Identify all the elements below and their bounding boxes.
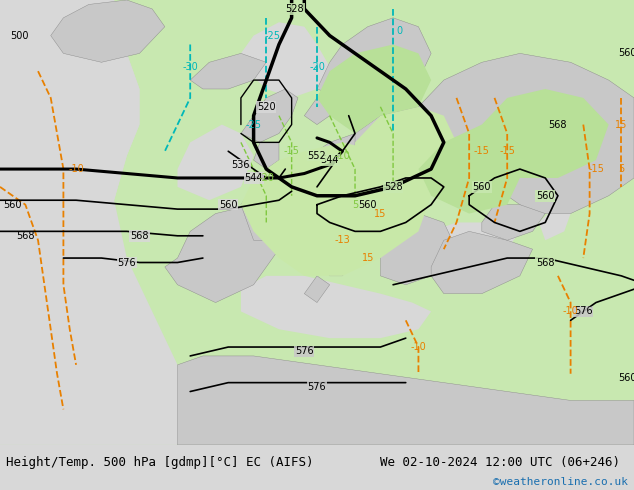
Text: We 02-10-2024 12:00 UTC (06+246): We 02-10-2024 12:00 UTC (06+246) — [380, 456, 621, 468]
Text: 500: 500 — [10, 30, 29, 41]
Polygon shape — [241, 89, 298, 143]
Text: 560: 560 — [536, 191, 555, 201]
Text: -10: -10 — [335, 151, 350, 161]
Polygon shape — [355, 107, 456, 205]
Text: 15: 15 — [361, 253, 374, 263]
Polygon shape — [317, 222, 355, 276]
Polygon shape — [0, 0, 190, 445]
Text: 528: 528 — [285, 4, 304, 14]
Polygon shape — [482, 89, 609, 178]
Text: 15: 15 — [374, 209, 387, 219]
Text: 5: 5 — [618, 164, 624, 174]
Text: -10: -10 — [563, 306, 578, 317]
Text: 576: 576 — [307, 382, 327, 392]
Text: 544: 544 — [320, 155, 339, 165]
Polygon shape — [317, 45, 431, 133]
Text: -20: -20 — [258, 173, 275, 183]
Text: Height/Temp. 500 hPa [gdmp][°C] EC (AIFS): Height/Temp. 500 hPa [gdmp][°C] EC (AIFS… — [6, 456, 314, 468]
Text: 520: 520 — [257, 102, 276, 112]
Text: 568: 568 — [536, 258, 555, 268]
Polygon shape — [355, 107, 456, 205]
Text: 568: 568 — [130, 231, 149, 241]
Text: 552: 552 — [307, 151, 327, 161]
Text: 576: 576 — [574, 306, 593, 317]
Text: -25: -25 — [264, 30, 281, 41]
Polygon shape — [380, 214, 456, 285]
Text: -13: -13 — [335, 235, 350, 245]
Polygon shape — [241, 276, 431, 338]
Polygon shape — [304, 133, 393, 205]
Text: -10: -10 — [411, 342, 426, 352]
Text: 576: 576 — [295, 346, 314, 357]
Text: 544: 544 — [244, 173, 263, 183]
Text: 576: 576 — [117, 258, 136, 268]
Text: -15: -15 — [588, 164, 604, 174]
Polygon shape — [241, 22, 330, 98]
Polygon shape — [241, 143, 431, 276]
Text: 528: 528 — [384, 182, 403, 192]
Polygon shape — [304, 276, 330, 302]
Text: -30: -30 — [183, 62, 198, 72]
Text: -15: -15 — [499, 147, 515, 156]
Text: -25: -25 — [245, 120, 262, 129]
Polygon shape — [178, 356, 634, 445]
Text: ©weatheronline.co.uk: ©weatheronline.co.uk — [493, 477, 628, 487]
Text: 560: 560 — [472, 182, 491, 192]
Polygon shape — [539, 205, 571, 240]
Text: -15: -15 — [474, 147, 490, 156]
Polygon shape — [254, 143, 279, 169]
Text: -15: -15 — [283, 147, 300, 156]
Text: 15: 15 — [615, 120, 628, 129]
Text: 560: 560 — [618, 49, 634, 58]
Text: 560: 560 — [3, 199, 22, 210]
Text: 560: 560 — [219, 199, 238, 210]
Text: 536: 536 — [231, 160, 250, 170]
Polygon shape — [482, 205, 545, 240]
Text: -20: -20 — [309, 62, 325, 72]
Polygon shape — [431, 222, 520, 249]
Polygon shape — [0, 0, 139, 200]
Text: 560: 560 — [358, 199, 377, 210]
Polygon shape — [241, 160, 342, 240]
Polygon shape — [317, 18, 431, 107]
Text: 0: 0 — [396, 26, 403, 36]
Polygon shape — [178, 124, 254, 200]
Text: -10: -10 — [68, 164, 84, 174]
Polygon shape — [418, 124, 520, 214]
Polygon shape — [418, 53, 634, 214]
Text: 560: 560 — [618, 373, 634, 383]
Text: 568: 568 — [16, 231, 35, 241]
Polygon shape — [190, 53, 266, 89]
Text: 568: 568 — [548, 120, 567, 129]
Polygon shape — [431, 231, 533, 294]
Polygon shape — [51, 0, 165, 62]
Polygon shape — [304, 98, 330, 124]
Text: 5: 5 — [352, 199, 358, 210]
Polygon shape — [165, 205, 279, 302]
